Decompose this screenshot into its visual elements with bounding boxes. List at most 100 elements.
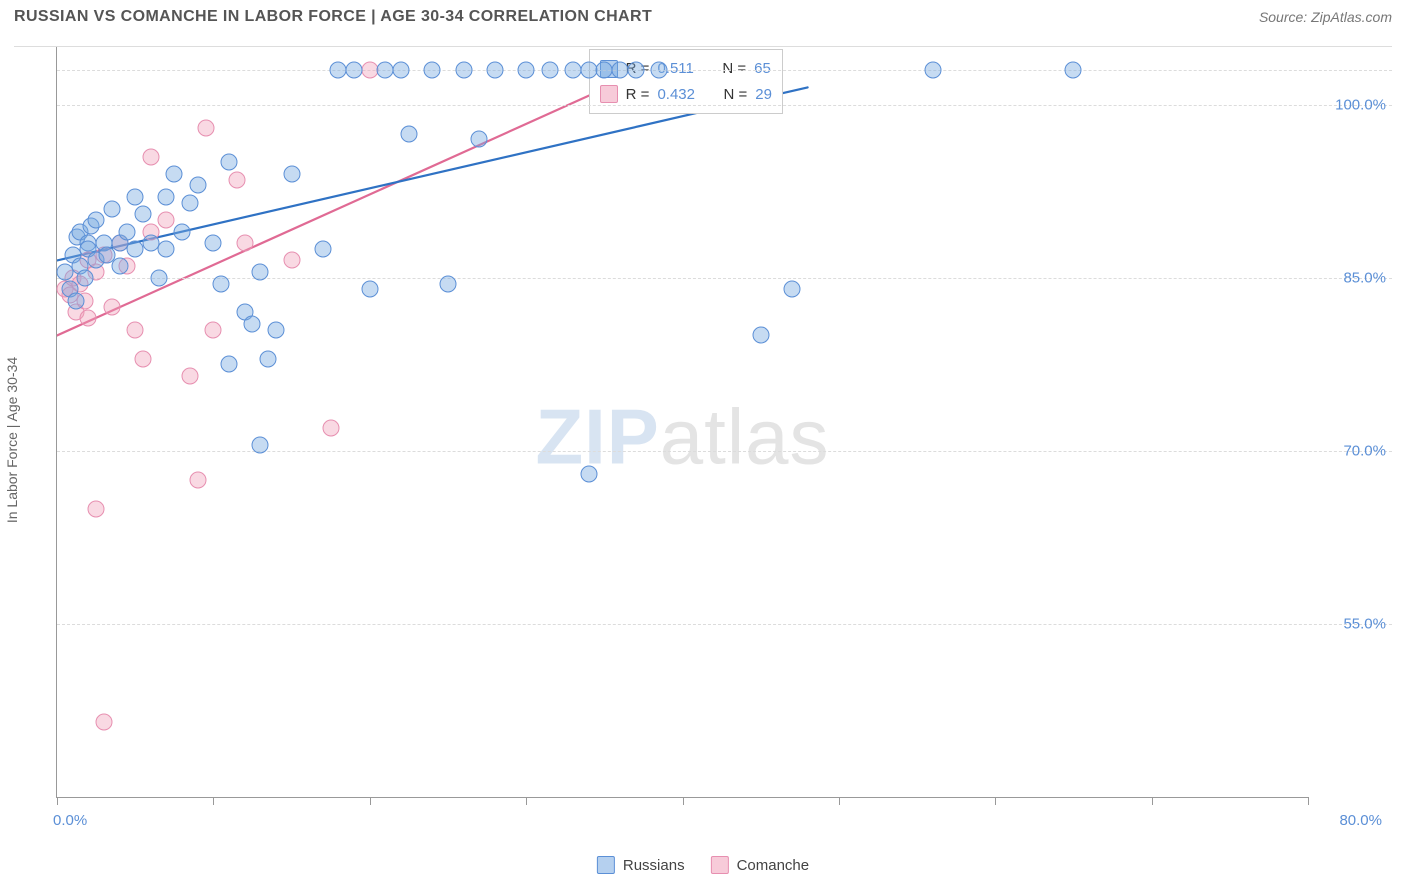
trend-lines	[57, 47, 1308, 797]
point-comanche	[361, 62, 378, 79]
point-russians	[541, 62, 558, 79]
point-russians	[56, 264, 73, 281]
point-comanche	[197, 119, 214, 136]
point-russians	[400, 125, 417, 142]
x-tick	[995, 797, 996, 805]
legend-n-value: 65	[754, 56, 771, 82]
series-legend: Russians Comanche	[597, 856, 809, 874]
point-russians	[205, 235, 222, 252]
point-russians	[158, 189, 175, 206]
point-comanche	[283, 252, 300, 269]
point-comanche	[127, 321, 144, 338]
point-russians	[77, 269, 94, 286]
point-russians	[67, 292, 84, 309]
point-russians	[158, 240, 175, 257]
point-russians	[752, 327, 769, 344]
x-tick	[370, 797, 371, 805]
point-russians	[221, 154, 238, 171]
point-comanche	[228, 171, 245, 188]
chart-title: RUSSIAN VS COMANCHE IN LABOR FORCE | AGE…	[14, 8, 652, 26]
legend-row: R = 0.432 N = 29	[600, 82, 772, 108]
point-comanche	[158, 212, 175, 229]
point-russians	[455, 62, 472, 79]
x-tick	[1152, 797, 1153, 805]
point-russians	[1065, 62, 1082, 79]
x-axis-min-label: 0.0%	[53, 812, 87, 829]
x-axis-max-label: 80.0%	[1339, 812, 1382, 829]
point-russians	[518, 62, 535, 79]
legend-n-label: N =	[722, 56, 746, 82]
point-russians	[127, 240, 144, 257]
point-russians	[252, 264, 269, 281]
source-label: Source: ZipAtlas.com	[1259, 9, 1392, 25]
point-comanche	[236, 235, 253, 252]
point-russians	[189, 177, 206, 194]
point-russians	[393, 62, 410, 79]
point-russians	[111, 258, 128, 275]
point-comanche	[80, 310, 97, 327]
point-russians	[181, 194, 198, 211]
x-tick	[839, 797, 840, 805]
point-russians	[119, 223, 136, 240]
point-comanche	[205, 321, 222, 338]
point-russians	[471, 131, 488, 148]
gridline	[57, 105, 1392, 106]
x-tick	[213, 797, 214, 805]
legend-n-value: 29	[755, 82, 772, 108]
point-comanche	[322, 419, 339, 436]
point-russians	[330, 62, 347, 79]
legend-swatch	[597, 856, 615, 874]
point-comanche	[135, 350, 152, 367]
point-russians	[174, 223, 191, 240]
legend-swatch	[600, 85, 618, 103]
point-russians	[651, 62, 668, 79]
point-russians	[88, 212, 105, 229]
point-russians	[611, 62, 628, 79]
point-comanche	[103, 298, 120, 315]
point-russians	[213, 275, 230, 292]
point-russians	[377, 62, 394, 79]
y-tick-label: 55.0%	[1343, 615, 1386, 632]
legend-item: Comanche	[711, 856, 810, 874]
y-tick-label: 100.0%	[1335, 96, 1386, 113]
x-tick	[526, 797, 527, 805]
point-russians	[150, 269, 167, 286]
point-comanche	[189, 471, 206, 488]
legend-label: Russians	[623, 857, 685, 874]
point-russians	[142, 235, 159, 252]
x-tick	[57, 797, 58, 805]
point-russians	[267, 321, 284, 338]
watermark: ZIPatlas	[535, 392, 829, 483]
point-russians	[166, 165, 183, 182]
legend-item: Russians	[597, 856, 685, 874]
chart-area: In Labor Force | Age 30-34 ZIPatlas R = …	[14, 46, 1392, 832]
point-russians	[221, 356, 238, 373]
point-russians	[252, 437, 269, 454]
point-russians	[135, 206, 152, 223]
point-russians	[346, 62, 363, 79]
point-russians	[580, 62, 597, 79]
legend-r-value: 0.432	[657, 82, 695, 108]
gridline	[57, 70, 1392, 71]
point-russians	[596, 62, 613, 79]
point-russians	[627, 62, 644, 79]
point-russians	[783, 281, 800, 298]
legend-label: Comanche	[737, 857, 810, 874]
point-russians	[283, 165, 300, 182]
point-comanche	[88, 500, 105, 517]
point-russians	[127, 189, 144, 206]
point-russians	[924, 62, 941, 79]
legend-n-label: N =	[724, 82, 748, 108]
point-russians	[361, 281, 378, 298]
point-russians	[424, 62, 441, 79]
point-russians	[439, 275, 456, 292]
plot-region: ZIPatlas R = 0.511 N = 65R = 0.432 N = 2…	[56, 47, 1308, 798]
point-russians	[486, 62, 503, 79]
y-tick-label: 85.0%	[1343, 269, 1386, 286]
x-tick	[683, 797, 684, 805]
point-comanche	[181, 367, 198, 384]
legend-r-label: R =	[626, 82, 650, 108]
gridline	[57, 624, 1392, 625]
point-comanche	[142, 148, 159, 165]
y-tick-label: 70.0%	[1343, 442, 1386, 459]
